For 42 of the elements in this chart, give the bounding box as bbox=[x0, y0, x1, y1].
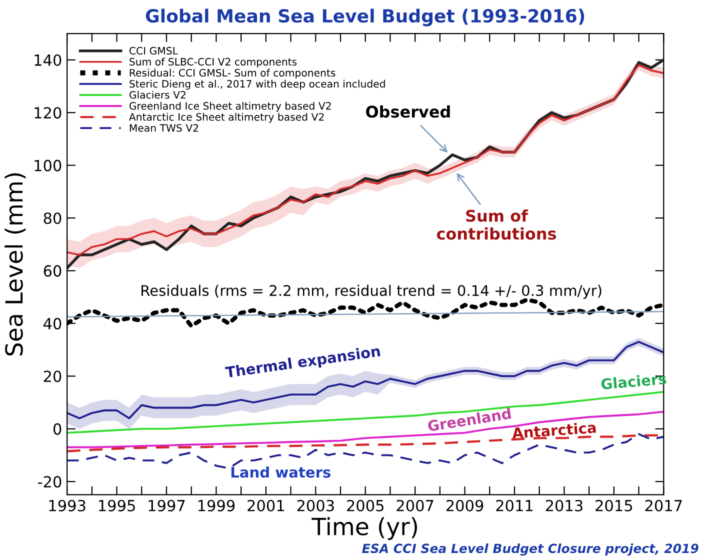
y-tick-label: 80 bbox=[44, 212, 62, 224]
y-tick-label: 140 bbox=[34, 54, 62, 66]
x-tick-label: 2005 bbox=[347, 500, 384, 512]
y-tick-label: -20 bbox=[38, 476, 62, 488]
annotation: Glaciers bbox=[600, 372, 666, 390]
chart-title: Global Mean Sea Level Budget (1993-2016) bbox=[146, 8, 584, 26]
annotation: Residuals (rms = 2.2 mm, residual trend = 0.14 +/- 0.3 mm/yr) bbox=[142, 284, 602, 299]
x-tick-label: 1993 bbox=[49, 500, 86, 512]
x-tick-label: 1997 bbox=[148, 500, 185, 512]
annotation: Observed bbox=[366, 105, 450, 118]
x-tick-label: 2011 bbox=[496, 500, 533, 512]
y-tick-label: 40 bbox=[44, 318, 62, 330]
y-tick-label: 100 bbox=[34, 160, 62, 172]
legend-label: Steric Dieng et al., 2017 with deep ocean included bbox=[130, 80, 385, 90]
text: ESA CCI Sea Level Budget Closure project, 2019 bbox=[362, 543, 698, 556]
legend-label: Residual: CCI GMSL- Sum of components bbox=[130, 68, 336, 79]
y-tick-label: 0 bbox=[53, 423, 62, 435]
annotation: Antarctica bbox=[512, 422, 596, 439]
legend-label: Mean TWS V2 bbox=[130, 124, 198, 132]
y-tick-label: 60 bbox=[44, 265, 62, 277]
legend-label: Antarctic Ice Sheet altimetry based V2 bbox=[128, 112, 324, 123]
x-tick-label: 1999 bbox=[198, 500, 235, 512]
legend-label: Glaciers V2 bbox=[129, 90, 186, 99]
x-tick-label: 2009 bbox=[446, 500, 484, 512]
y-tick-label: 20 bbox=[44, 370, 62, 382]
x-tick-label: 2013 bbox=[546, 500, 582, 512]
x-axis-title: Time (yr) bbox=[312, 517, 418, 540]
legend-label: Greenland Ice Sheet altimetry based V2 bbox=[129, 102, 331, 112]
y-tick-label: 120 bbox=[34, 107, 62, 119]
x-tick-label: 2017 bbox=[645, 500, 682, 512]
annotation: Thermal expansion bbox=[224, 345, 381, 381]
annotation: Land waters bbox=[231, 466, 330, 478]
annotation: Greenland bbox=[427, 408, 512, 432]
x-tick-label: 2003 bbox=[297, 500, 334, 512]
annotation: Sum of contributions bbox=[436, 209, 556, 240]
x-tick-label: 1995 bbox=[99, 500, 135, 512]
x-tick-label: 2007 bbox=[396, 500, 434, 512]
legend-label: Sum of SLBC-CCI V2 components bbox=[130, 58, 297, 68]
x-tick-label: 2001 bbox=[248, 500, 284, 512]
legend-label: CCI GMSL bbox=[129, 46, 178, 55]
x-tick-label: 2015 bbox=[596, 500, 632, 512]
y-axis-title: Sea Level (mm) bbox=[4, 173, 26, 356]
